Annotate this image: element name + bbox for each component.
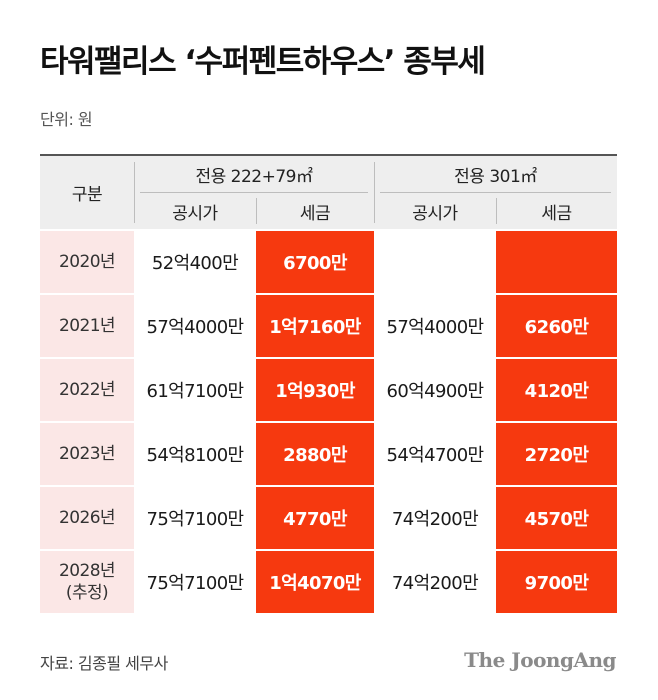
price-cell-1: 57억4000만 [134,295,256,357]
table-row: 2026년 75억7100만 4770만 74억200만 4570만 [40,485,617,551]
source-note: 자료: 김종필 세무사 [40,654,168,673]
price-cell-2: 54억4700만 [374,423,496,485]
year-cell: 2028년 (추정) [40,551,134,613]
header-divider [380,192,611,193]
publisher-logo: The JoongAng [464,648,616,672]
sub-header-price-1: 공시가 [172,203,218,224]
year-cell: 2021년 [40,295,134,357]
tax-cell-2: 6260만 [496,295,617,357]
tax-cell-1: 2880만 [256,423,374,485]
tax-cell-1: 1억7160만 [256,295,374,357]
price-cell-2 [374,231,496,293]
tax-cell-1: 4770만 [256,487,374,549]
price-cell-2: 74억200만 [374,487,496,549]
tax-table: 구분 전용 222+79㎡ 전용 301㎡ 공시가 세금 공시가 세금 2020… [40,154,617,613]
sub-header-tax-2: 세금 [541,203,572,224]
year-cell: 2022년 [40,359,134,421]
tax-cell-1: 6700만 [256,231,374,293]
table-header: 구분 전용 222+79㎡ 전용 301㎡ 공시가 세금 공시가 세금 [40,154,617,229]
table-row: 2022년 61억7100만 1억930만 60억4900만 4120만 [40,357,617,423]
year-cell: 2020년 [40,231,134,293]
price-cell-1: 61억7100만 [134,359,256,421]
sub-header-tax-1: 세금 [299,203,331,224]
category-header: 구분 [71,185,103,205]
table-row: 2023년 54억8100만 2880만 54억4700만 2720만 [40,421,617,487]
group-header-1: 전용 222+79㎡ [195,166,313,187]
year-cell: 2023년 [40,423,134,485]
year-cell: 2026년 [40,487,134,549]
tax-cell-2: 4120만 [496,359,617,421]
year-note: (추정) [65,583,109,603]
price-cell-1: 54억8100만 [134,423,256,485]
header-divider [374,162,375,223]
table-row: 2021년 57억4000만 1억7160만 57억4000만 6260만 [40,293,617,359]
table-row: 2028년 (추정) 75억7100만 1억4070만 74억200만 9700… [40,549,617,613]
price-cell-2: 60억4900만 [374,359,496,421]
table-row: 2020년 52억400만 6700만 [40,229,617,295]
tax-cell-2: 9700만 [496,551,617,613]
group-header-2: 전용 301㎡ [454,166,537,187]
tax-cell-2: 4570만 [496,487,617,549]
header-divider [256,198,257,224]
page-title: 타워팰리스 ‘수퍼펜트하우스’ 종부세 [40,44,486,80]
unit-label: 단위: 원 [40,110,93,129]
header-divider [134,162,135,223]
header-divider [496,198,497,224]
tax-cell-2 [496,231,617,293]
sub-header-price-2: 공시가 [412,203,458,224]
price-cell-2: 57억4000만 [374,295,496,357]
tax-cell-1: 1억4070만 [256,551,374,613]
header-divider [140,192,368,193]
tax-cell-1: 1억930만 [256,359,374,421]
price-cell-1: 75억7100만 [134,487,256,549]
tax-cell-2: 2720만 [496,423,617,485]
price-cell-2: 74억200만 [374,551,496,613]
price-cell-1: 52억400만 [134,231,256,293]
price-cell-1: 75억7100만 [134,551,256,613]
